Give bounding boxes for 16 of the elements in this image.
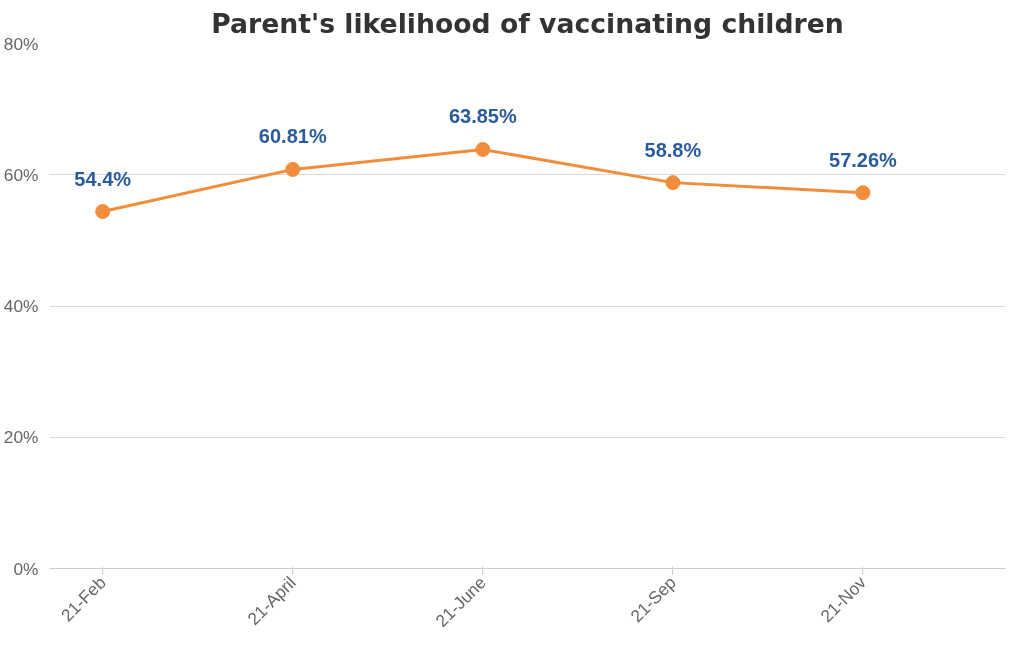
y-tick-label: 60% xyxy=(3,164,39,185)
chart-title: Parent's likelihood of vaccinating children xyxy=(211,7,844,39)
data-label: 54.4% xyxy=(74,167,132,190)
data-label: 57.26% xyxy=(829,148,898,171)
y-tick-label: 0% xyxy=(13,558,39,579)
point xyxy=(285,161,301,177)
data-label: 58.8% xyxy=(644,138,702,161)
point xyxy=(665,175,681,191)
y-tick-label: 80% xyxy=(3,33,39,54)
data-label: 63.85% xyxy=(448,105,517,128)
point xyxy=(95,204,111,219)
data-label: 60.81% xyxy=(258,125,327,148)
point xyxy=(855,185,871,201)
point xyxy=(475,142,491,157)
y-tick-label: 20% xyxy=(3,427,39,448)
y-tick-label: 40% xyxy=(3,296,39,316)
